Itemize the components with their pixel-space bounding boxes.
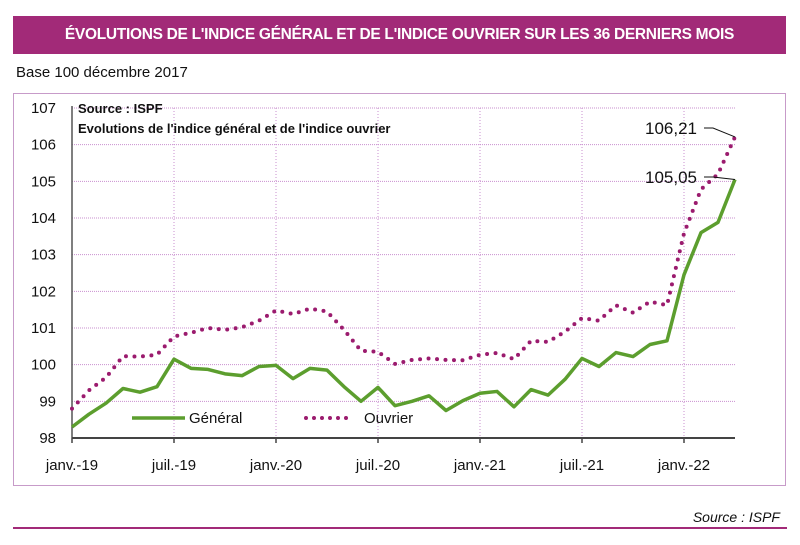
- y-tick-label: 105: [31, 173, 56, 190]
- legend-label-ouvrier: Ouvrier: [364, 410, 413, 427]
- y-tick-label: 100: [31, 357, 56, 374]
- x-tick-label: juil.-20: [355, 457, 400, 474]
- y-tick-label: 98: [39, 430, 56, 447]
- annotation-label: 105,05: [645, 168, 697, 187]
- axes: 98 99 100 101 102 103 104 105 106 107 janv.-19 juil…: [31, 100, 735, 474]
- chart-inner-title: Evolutions de l'indice général et de l'i…: [78, 121, 390, 136]
- footer-source: Source : ISPF: [692, 509, 780, 525]
- footer-divider: [13, 527, 787, 529]
- x-tick-label: janv.-21: [453, 457, 506, 474]
- chart-frame: [13, 93, 786, 486]
- y-tick-label: 99: [39, 393, 56, 410]
- chart-title-banner: ÉVOLUTIONS DE L'INDICE GÉNÉRAL ET DE L'I…: [13, 16, 786, 54]
- legend: Général Ouvrier: [132, 410, 413, 427]
- y-tick-label: 101: [31, 320, 56, 337]
- grid: [72, 107, 735, 438]
- chart-source-note: Source : ISPF: [78, 101, 163, 116]
- y-tick-label: 107: [31, 100, 56, 117]
- series-line-ouvrier: [70, 134, 737, 411]
- base-label: Base 100 décembre 2017: [16, 64, 188, 81]
- annotation-leader: [704, 127, 736, 138]
- y-tick-label: 106: [31, 137, 56, 154]
- x-tick-label: janv.-19: [45, 457, 98, 474]
- x-tick-label: juil.-19: [151, 457, 196, 474]
- y-tick-label: 103: [31, 247, 56, 264]
- x-tick-label: janv.-20: [249, 457, 302, 474]
- y-tick-label: 104: [31, 210, 56, 227]
- annotation-label: 106,21: [645, 119, 697, 138]
- annotation-leader: [704, 176, 736, 180]
- legend-label-general: Général: [189, 410, 242, 427]
- x-tick-label: juil.-21: [559, 457, 604, 474]
- y-tick-label: 102: [31, 283, 56, 300]
- x-tick-label: janv.-22: [657, 457, 710, 474]
- series: [70, 134, 737, 429]
- annotations: 106,21 105,05: [645, 119, 736, 187]
- series-line-general: [70, 178, 737, 429]
